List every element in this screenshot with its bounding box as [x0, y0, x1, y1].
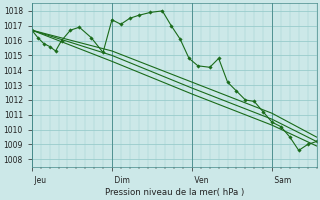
X-axis label: Pression niveau de la mer( hPa ): Pression niveau de la mer( hPa ) [105, 188, 244, 197]
